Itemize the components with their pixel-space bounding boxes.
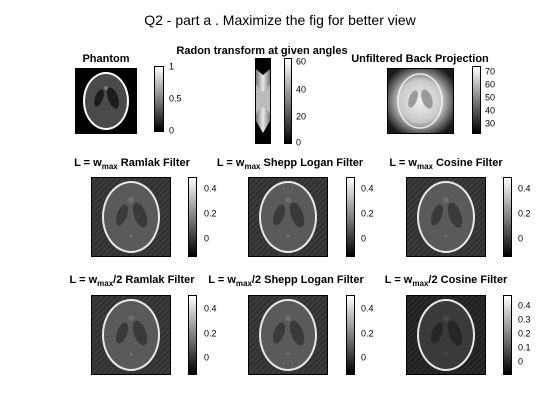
phantom-image	[75, 68, 137, 134]
title-prefix: L = w	[69, 274, 98, 286]
cosine-half-title: L = wmax/2 Cosine Filter	[385, 274, 508, 288]
cosine-half-image	[406, 295, 486, 375]
ramlak-half-cbar-tick: 0	[204, 352, 210, 363]
shepp-half-title: L = wmax/2 Shepp Logan Filter	[208, 274, 363, 288]
backproj-cbar-tick: 50	[485, 92, 496, 103]
shepp-half-cbar-tick: 0	[361, 352, 367, 363]
radon-cbar-tick: 20	[296, 111, 307, 122]
ramlak-full-cbar-tick: 0.2	[204, 208, 217, 219]
shepp-full-image	[248, 177, 328, 257]
figure-suptitle: Q2 - part a . Maximize the fig for bette…	[144, 12, 416, 28]
radon-image	[255, 58, 271, 144]
reconstruction-graphic	[92, 178, 170, 256]
title-prefix: L = w	[208, 274, 236, 286]
title-prefix: L = w	[74, 157, 102, 169]
shepp-full-cbar-tick: 0.2	[361, 208, 374, 219]
radon-cbar-tick: 40	[296, 84, 307, 95]
backproj-cbar-tick: 60	[485, 79, 496, 90]
radon-cbar-tick: 60	[296, 56, 307, 67]
ramlak-half-image	[91, 295, 171, 375]
shepp-full-cbar-tick: 0	[361, 233, 367, 244]
ramlak-full-title: L = wmax Ramlak Filter	[74, 157, 190, 171]
phantom-cbar-tick: 0.5	[169, 93, 182, 104]
shepp-full-cbar-tick: 0.4	[361, 183, 374, 194]
cosine-full-title: L = wmax Cosine Filter	[389, 157, 502, 171]
phantom-colorbar	[154, 66, 164, 132]
reconstruction-graphic	[407, 178, 485, 256]
ramlak-half-cbar-tick: 0.4	[204, 303, 217, 314]
cosine-half-cbar-tick: 0.4	[518, 300, 531, 311]
shepp-half-colorbar	[346, 295, 355, 375]
ramlak-full-colorbar	[188, 177, 197, 257]
title-prefix: L = w	[384, 274, 413, 286]
title-subscript: max	[244, 162, 261, 171]
title-suffix: Ramlak Filter	[117, 157, 190, 169]
phantom-cbar-tick: 0	[169, 125, 175, 136]
ramlak-half-title: L = wmax/2 Ramlak Filter	[70, 274, 195, 288]
backproj-title: Unfiltered Back Projection	[351, 53, 489, 65]
radon-title: Radon transform at given angles	[176, 45, 348, 57]
cosine-full-cbar-tick: 0	[518, 233, 524, 244]
backproj-cbar-tick: 30	[485, 118, 496, 129]
phantom-cbar-tick: 1	[169, 61, 175, 72]
cosine-half-cbar-tick: 0.2	[518, 328, 531, 339]
shepp-half-image	[248, 295, 328, 375]
reconstruction-graphic	[407, 296, 485, 374]
phantom-title: Phantom	[82, 53, 130, 65]
ramlak-half-colorbar	[188, 295, 197, 375]
cosine-full-colorbar	[503, 177, 512, 257]
reconstruction-graphic	[249, 178, 327, 256]
title-subscript: max	[412, 279, 429, 288]
reconstruction-graphic	[92, 296, 170, 374]
cosine-full-image	[406, 177, 486, 257]
title-prefix: L = w	[389, 157, 417, 169]
title-suffix: /2 Shepp Logan Filter	[251, 274, 364, 286]
ramlak-full-cbar-tick: 0	[204, 233, 210, 244]
cosine-full-cbar-tick: 0.4	[518, 183, 531, 194]
title-subscript: max	[101, 162, 118, 171]
cosine-half-cbar-tick: 0.3	[518, 314, 531, 325]
backproj-image	[387, 68, 454, 134]
title-suffix: Cosine Filter	[432, 157, 503, 169]
ramlak-half-cbar-tick: 0.2	[204, 328, 217, 339]
backproj-cbar-tick: 40	[485, 105, 496, 116]
ramlak-full-cbar-tick: 0.4	[204, 183, 217, 194]
backproj-cbar-tick: 70	[485, 66, 496, 77]
shepp-full-title: L = wmax Shepp Logan Filter	[217, 157, 363, 171]
cosine-half-cbar-tick: 0	[518, 356, 524, 367]
radon-cbar-tick: 0	[296, 137, 302, 148]
title-suffix: /2 Cosine Filter	[428, 274, 508, 286]
shepp-half-cbar-tick: 0.2	[361, 328, 374, 339]
ramlak-full-image	[91, 177, 171, 257]
reconstruction-graphic	[249, 296, 327, 374]
title-suffix: Shepp Logan Filter	[260, 157, 364, 169]
radon-colorbar	[284, 58, 292, 144]
cosine-full-cbar-tick: 0.2	[518, 208, 531, 219]
cosine-half-cbar-tick: 0.1	[518, 342, 531, 353]
cosine-half-colorbar	[503, 295, 512, 375]
title-subscript: max	[235, 279, 252, 288]
title-subscript: max	[97, 279, 114, 288]
title-suffix: /2 Ramlak Filter	[113, 274, 195, 286]
title-prefix: L = w	[216, 157, 245, 169]
title-subscript: max	[416, 162, 433, 171]
shepp-full-colorbar	[346, 177, 355, 257]
shepp-half-cbar-tick: 0.4	[361, 303, 374, 314]
backproj-colorbar	[472, 66, 481, 134]
